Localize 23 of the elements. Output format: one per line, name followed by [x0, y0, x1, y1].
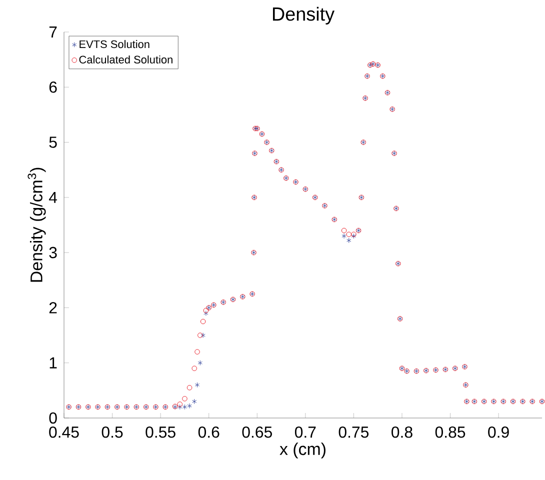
y-tick-label: 1 [50, 357, 57, 368]
x-tick-label: 0.85 [435, 426, 466, 438]
x-axis-title: x (cm) [280, 442, 326, 458]
x-tick-label: 0.45 [49, 426, 79, 438]
y-tick-label: 2 [49, 302, 57, 314]
chart-title: Density [272, 6, 335, 24]
y-tick-label: 4 [48, 192, 58, 203]
y-tick-label: 5 [49, 136, 57, 148]
legend-label: Calculated Solution [79, 55, 172, 64]
y-tick-label: 6 [49, 82, 57, 93]
x-tick-label: 0.5 [102, 426, 123, 438]
x-tick-label: 0.7 [294, 426, 316, 438]
x-tick-label: 0.6 [198, 426, 220, 438]
x-tick-label: 0.9 [488, 426, 509, 438]
x-tick-label: 0.8 [392, 426, 412, 438]
y-axis-title: Density (g/cm$^{3}$) [28, 168, 46, 282]
x-tick-label: 0.65 [242, 426, 272, 438]
x-tick-label: 0.75 [338, 426, 369, 438]
y-tick-label: 7 [49, 26, 57, 38]
y-tick-label: 3 [49, 246, 57, 258]
legend-label: EVTS Solution [80, 40, 150, 48]
y-tick-label: 0 [49, 412, 57, 424]
x-tick-label: 0.55 [146, 426, 176, 438]
